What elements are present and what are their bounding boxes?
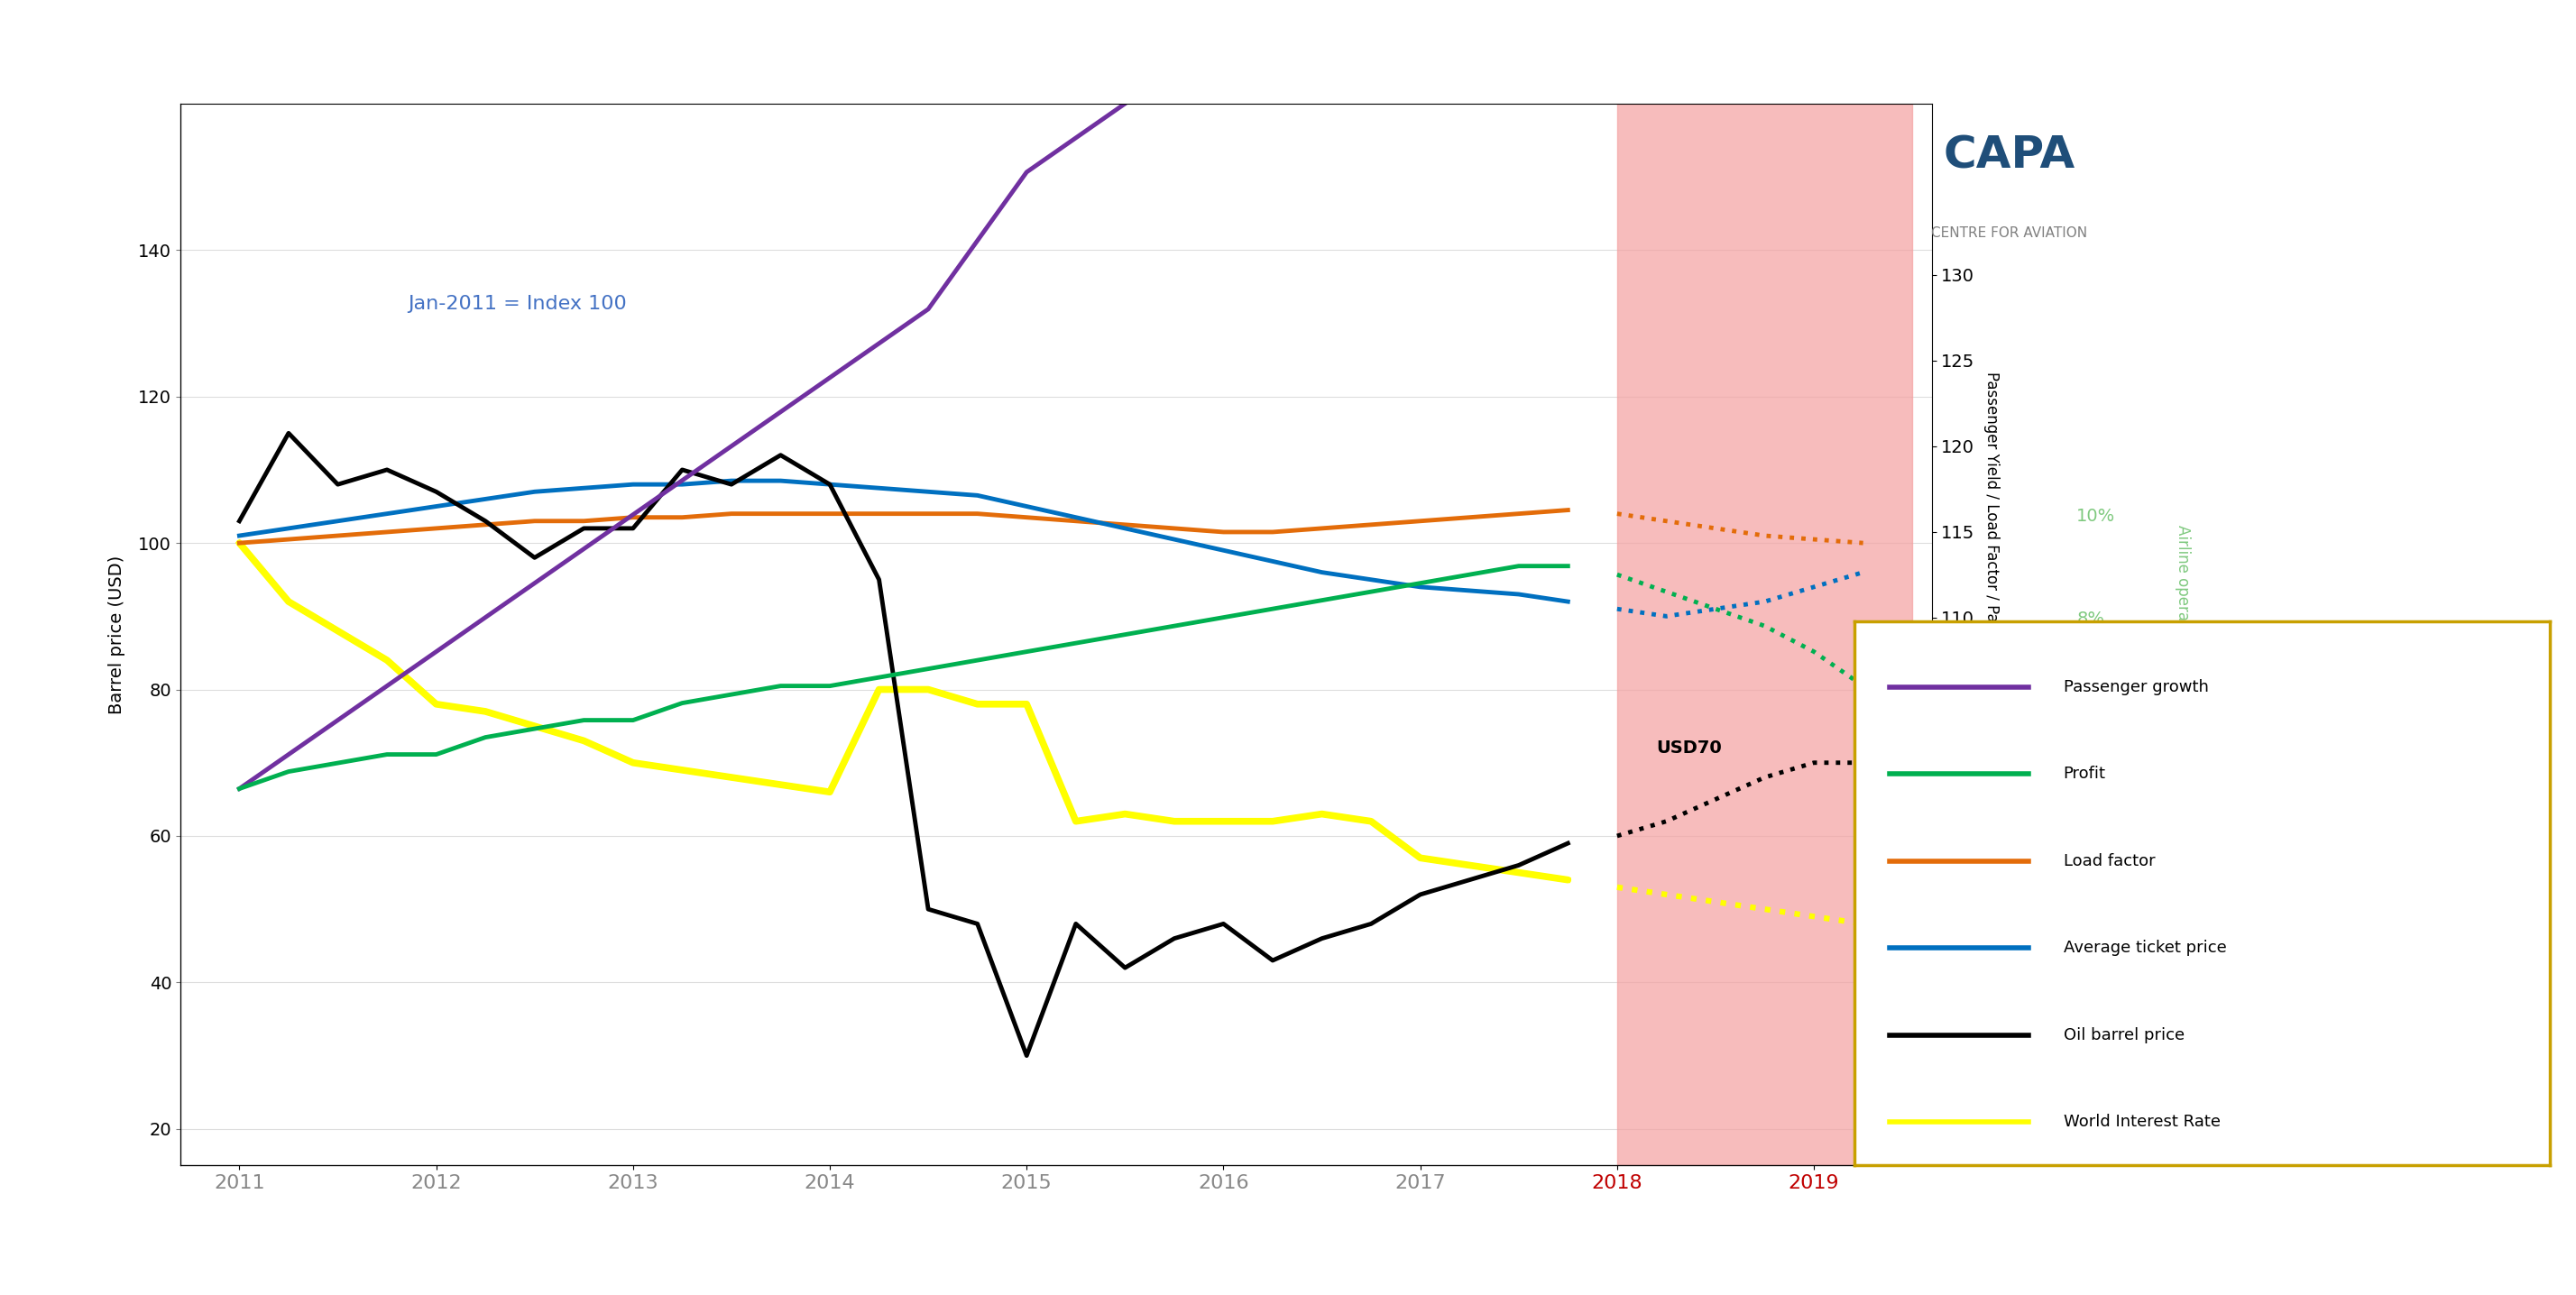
Text: Jan-2011 = Index 100: Jan-2011 = Index 100 — [407, 295, 626, 313]
Text: USD70: USD70 — [1656, 739, 1723, 756]
Text: World Interest Rate: World Interest Rate — [2063, 1114, 2221, 1131]
Bar — [1618, 104, 1911, 1166]
Y-axis label: Airline operating profit (EBIT): Airline operating profit (EBIT) — [2174, 526, 2190, 743]
Y-axis label: Passenger Yield / Load Factor / Passenger growth / World Interest Rate: Passenger Yield / Load Factor / Passenge… — [1984, 372, 1999, 897]
Text: Oil barrel price: Oil barrel price — [2063, 1027, 2184, 1042]
Text: Load factor: Load factor — [2063, 853, 2156, 869]
Y-axis label: Barrel price (USD): Barrel price (USD) — [108, 556, 126, 714]
Text: Average ticket price: Average ticket price — [2063, 940, 2226, 956]
Text: Passenger growth: Passenger growth — [2063, 679, 2208, 695]
Text: Profit: Profit — [2063, 765, 2105, 782]
Text: CAPA: CAPA — [1942, 133, 2076, 177]
Text: CENTRE FOR AVIATION: CENTRE FOR AVIATION — [1932, 227, 2087, 240]
